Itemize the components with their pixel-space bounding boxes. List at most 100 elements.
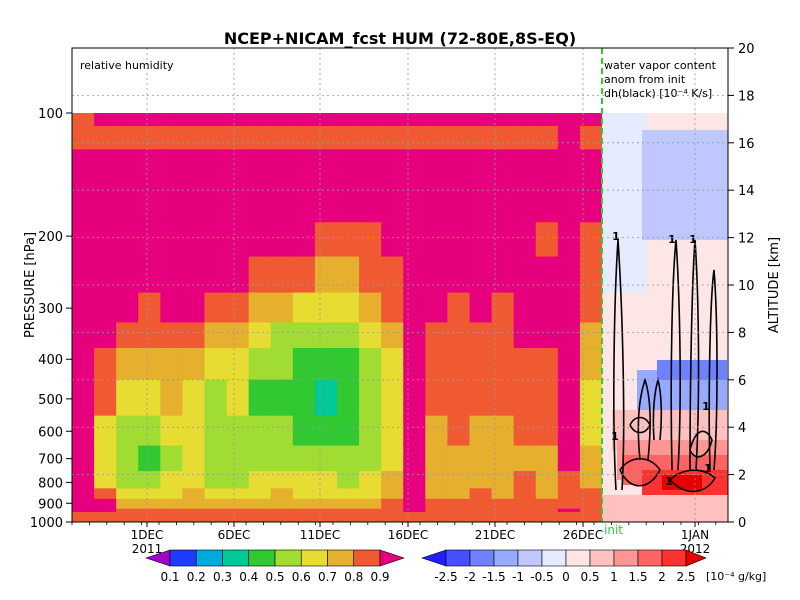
colorbar-label: -2.5 xyxy=(434,570,457,584)
rh-cell xyxy=(447,125,471,150)
rh-cell xyxy=(248,172,272,197)
rh-cell xyxy=(491,221,515,257)
rh-cell xyxy=(270,221,294,257)
rh-cell xyxy=(447,196,471,223)
colorbar-segment xyxy=(445,549,471,567)
contour-label: 1 xyxy=(611,430,619,443)
rh-cell xyxy=(557,470,581,489)
rh-cell xyxy=(116,379,139,416)
y-right-tick-label: 6 xyxy=(738,374,746,389)
rh-cell xyxy=(116,321,139,348)
rh-cell xyxy=(160,321,184,348)
x-tick-label: 26DEC xyxy=(563,528,603,542)
rh-cell xyxy=(72,470,95,489)
rh-cell xyxy=(116,125,139,150)
rh-cell xyxy=(425,379,449,416)
rh-cell xyxy=(182,470,206,489)
rh-cell xyxy=(557,291,581,323)
rh-cell xyxy=(94,113,117,127)
rh-cell xyxy=(182,255,206,293)
rh-cell xyxy=(469,148,493,173)
rh-cell xyxy=(491,498,515,509)
rh-cell xyxy=(94,172,117,197)
rh-cell xyxy=(94,415,117,446)
contour-line xyxy=(613,239,625,491)
rh-cell xyxy=(557,125,581,150)
rh-cell xyxy=(248,415,272,446)
colorbar-label: 0.3 xyxy=(213,570,232,584)
rh-cell xyxy=(160,172,184,197)
rh-cell xyxy=(314,172,338,197)
colorbar-segment xyxy=(274,549,302,567)
rh-cell xyxy=(138,379,161,416)
rh-cell xyxy=(337,291,360,323)
rh-cell xyxy=(425,470,449,489)
rh-cell xyxy=(557,172,581,197)
rh-cell xyxy=(579,125,603,150)
y-left-tick-label: 500 xyxy=(38,393,63,408)
rh-cell xyxy=(469,379,493,416)
rh-cell xyxy=(337,415,360,446)
anomaly-colorbar: -2.5 -2 -1.5 -1 -0.5 0 0.5 1 1.5 2 2.5 xyxy=(421,549,707,584)
rh-cell xyxy=(557,148,581,173)
rh-cell xyxy=(513,148,537,173)
colorbar-label: 0.9 xyxy=(370,570,389,584)
anom-patch xyxy=(642,130,728,240)
rh-cell xyxy=(226,321,250,348)
colorbar-arrow-left xyxy=(421,549,447,567)
rh-cell xyxy=(491,196,515,223)
rh-cell xyxy=(94,379,117,416)
rh-cell xyxy=(403,255,426,293)
rh-cell xyxy=(469,487,493,499)
rh-cell xyxy=(535,415,559,446)
y-left-tick-label: 300 xyxy=(38,302,63,317)
rh-cell xyxy=(116,415,139,446)
rh-cell xyxy=(270,415,294,446)
rh-cell xyxy=(270,125,294,150)
rh-cell xyxy=(270,347,294,380)
rh-cell xyxy=(337,148,360,173)
rh-cell xyxy=(403,347,426,380)
rh-cell xyxy=(337,487,360,499)
rh-cell xyxy=(94,444,117,472)
rh-cell xyxy=(381,321,404,348)
colorbar-label: 0 xyxy=(562,570,570,584)
rh-cell xyxy=(314,321,338,348)
y-right-tick-label: 10 xyxy=(738,279,755,294)
rh-cell xyxy=(491,125,515,150)
rh-cell xyxy=(204,196,228,223)
rh-cell xyxy=(337,255,360,293)
rh-cell xyxy=(491,291,515,323)
rh-cell xyxy=(160,291,184,323)
rh-cell xyxy=(270,196,294,223)
rh-cell xyxy=(160,221,184,257)
y-left-title: PRESSURE [hPa] xyxy=(23,232,38,338)
rh-cell xyxy=(425,221,449,257)
contour-line xyxy=(670,239,681,471)
rh-cell xyxy=(138,498,161,509)
rh-cell xyxy=(292,444,316,472)
rh-cell xyxy=(535,470,559,489)
rh-cell xyxy=(182,113,206,127)
rh-cell xyxy=(579,470,603,489)
rh-colorbar: 0.1 0.2 0.3 0.4 0.5 0.6 0.7 0.8 0.9 xyxy=(145,549,405,584)
rh-cell xyxy=(557,415,581,446)
colorbar-segment xyxy=(469,549,495,567)
rh-cell xyxy=(314,291,338,323)
rh-cell xyxy=(579,196,603,223)
rh-cell xyxy=(138,125,161,150)
rh-cell xyxy=(314,470,338,489)
rh-cell xyxy=(138,444,161,472)
rh-cell xyxy=(447,113,471,127)
rh-cell xyxy=(182,148,206,173)
rh-cell xyxy=(469,255,493,293)
rh-cell xyxy=(359,196,382,223)
rh-cell xyxy=(337,321,360,348)
colorbar-segment xyxy=(565,549,591,567)
rh-cell xyxy=(72,291,95,323)
rh-cell xyxy=(182,196,206,223)
y-right-tick-label: 18 xyxy=(738,89,755,104)
y-left-tick-label: 800 xyxy=(38,476,63,491)
rh-cell xyxy=(403,148,426,173)
